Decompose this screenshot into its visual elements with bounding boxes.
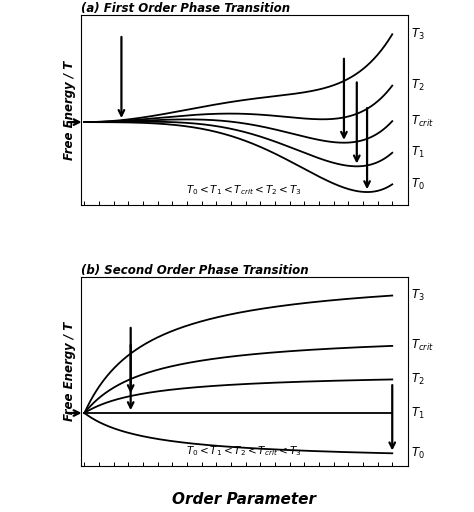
Y-axis label: Free Energy / T: Free Energy / T xyxy=(64,60,76,160)
Text: Order Parameter: Order Parameter xyxy=(172,493,316,507)
Y-axis label: Free Energy / T: Free Energy / T xyxy=(64,322,76,421)
Text: $T_2$: $T_2$ xyxy=(411,372,425,387)
Text: $T_0 < T_1 < T_2 < T_{crit} < T_3$: $T_0 < T_1 < T_2 < T_{crit} < T_3$ xyxy=(186,444,302,458)
Text: $T_{crit}$: $T_{crit}$ xyxy=(411,338,434,353)
Text: $T_{crit}$: $T_{crit}$ xyxy=(411,114,434,129)
Text: $T_0$: $T_0$ xyxy=(411,446,425,461)
Text: (a) First Order Phase Transition: (a) First Order Phase Transition xyxy=(81,3,290,15)
Text: $T_3$: $T_3$ xyxy=(411,27,425,42)
Text: $T_1$: $T_1$ xyxy=(411,406,425,420)
Text: (b) Second Order Phase Transition: (b) Second Order Phase Transition xyxy=(81,264,308,276)
Text: $T_1$: $T_1$ xyxy=(411,145,425,160)
Text: $T_2$: $T_2$ xyxy=(411,78,425,93)
Text: $T_3$: $T_3$ xyxy=(411,288,425,303)
Text: $T_0 < T_1 < T_{crit} < T_2 < T_3$: $T_0 < T_1 < T_{crit} < T_2 < T_3$ xyxy=(186,183,302,197)
Text: $T_0$: $T_0$ xyxy=(411,177,425,192)
